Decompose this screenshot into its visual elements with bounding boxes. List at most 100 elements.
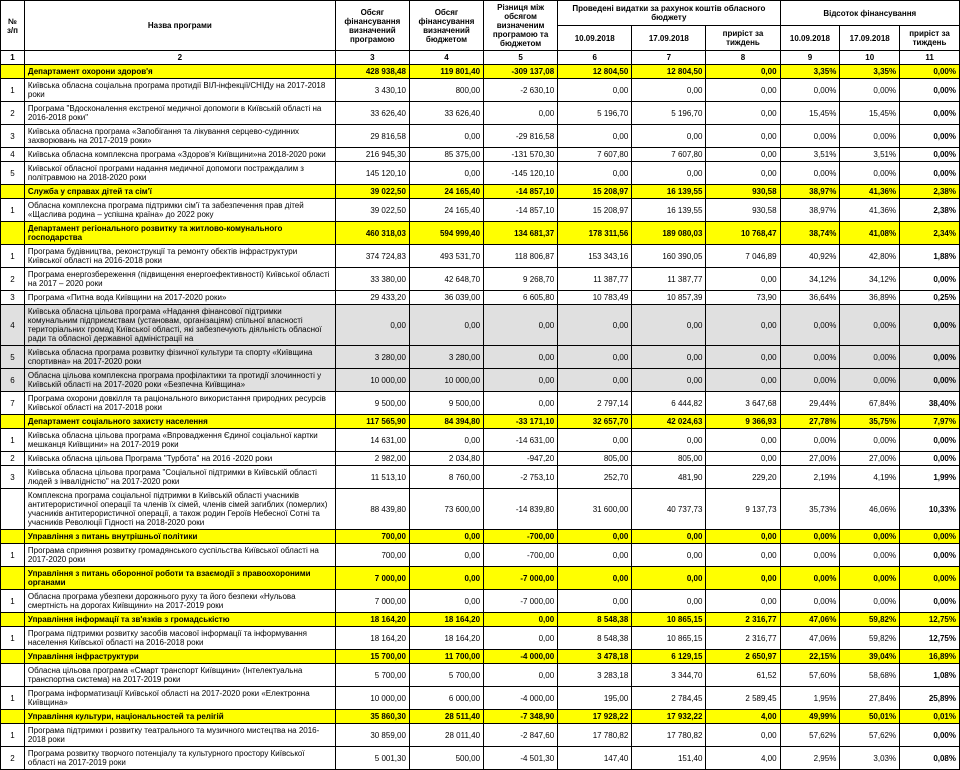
value-cell: 0,00% — [900, 724, 960, 747]
value-cell: 0,00 — [558, 79, 632, 102]
value-cell: 41,36% — [840, 185, 900, 199]
value-cell: 147,40 — [558, 747, 632, 770]
value-cell: 2 589,45 — [706, 687, 780, 710]
value-cell: 10 000,00 — [335, 369, 409, 392]
table-row: 3Київська обласна програма «Запобігання … — [1, 125, 960, 148]
value-cell: 9 500,00 — [409, 392, 483, 415]
value-cell: 0,00 — [558, 162, 632, 185]
value-cell: 11 387,77 — [558, 268, 632, 291]
table-row: 1Обласна комплексна програма підтримки с… — [1, 199, 960, 222]
value-cell: 0,00% — [900, 268, 960, 291]
program-name: Програма сприяння розвитку громадянськог… — [24, 544, 335, 567]
program-name: Управління з питань оборонної роботи та … — [24, 567, 335, 590]
value-cell: 28 011,40 — [409, 724, 483, 747]
value-cell: 0,00% — [780, 369, 840, 392]
hdr-d2: 17.09.2018 — [632, 26, 706, 51]
table-row: 6Обласна цільова комплексна програма про… — [1, 369, 960, 392]
value-cell: 24 165,40 — [409, 199, 483, 222]
row-num: 7 — [1, 392, 25, 415]
value-cell: 42 648,70 — [409, 268, 483, 291]
dept-row: Управління з питань оборонної роботи та … — [1, 567, 960, 590]
value-cell: 0,00 — [409, 544, 483, 567]
value-cell: 9 500,00 — [335, 392, 409, 415]
row-num — [1, 710, 25, 724]
table-row: 4Київська обласна комплексна програма «З… — [1, 148, 960, 162]
value-cell: 85 375,00 — [409, 148, 483, 162]
value-cell: 0,00 — [632, 567, 706, 590]
value-cell: 930,58 — [706, 185, 780, 199]
program-name: Київська обласна програма розвитку фізич… — [24, 346, 335, 369]
value-cell: 25,89% — [900, 687, 960, 710]
value-cell: 9 366,93 — [706, 415, 780, 429]
value-cell: 0,00 — [706, 65, 780, 79]
table-row: 5Київської обласної програми надання мед… — [1, 162, 960, 185]
program-name: Програма розвитку творчого потенціалу та… — [24, 747, 335, 770]
value-cell: 3,03% — [840, 747, 900, 770]
value-cell: 38,74% — [780, 222, 840, 245]
program-name: Обласна комплексна програма підтримки сі… — [24, 199, 335, 222]
row-num: 2 — [1, 452, 25, 466]
value-cell: 32 657,70 — [558, 415, 632, 429]
value-cell: 500,00 — [409, 747, 483, 770]
value-cell: -33 171,10 — [484, 415, 558, 429]
value-cell: 216 945,30 — [335, 148, 409, 162]
table-row: 1Програма підтримки розвитку засобів мас… — [1, 627, 960, 650]
table-body: Департамент охорони здоров'я428 938,4811… — [1, 65, 960, 770]
program-name: Програма "Вдосконалення екстреної медичн… — [24, 102, 335, 125]
value-cell: 700,00 — [335, 530, 409, 544]
value-cell: 15,45% — [780, 102, 840, 125]
value-cell: 18 164,20 — [335, 613, 409, 627]
value-cell: 0,00% — [840, 429, 900, 452]
value-cell: 0,00% — [900, 102, 960, 125]
value-cell: 0,08% — [900, 747, 960, 770]
value-cell: 2 650,97 — [706, 650, 780, 664]
value-cell: 0,00% — [780, 530, 840, 544]
value-cell: 6 605,80 — [484, 291, 558, 305]
value-cell: 11 700,00 — [409, 650, 483, 664]
value-cell: 0,00 — [409, 305, 483, 346]
program-name: Київська обласна комплексна програма «Зд… — [24, 148, 335, 162]
program-name: Київська обласна цільова програма «Впров… — [24, 429, 335, 452]
row-num: 1 — [1, 79, 25, 102]
value-cell: 16 139,55 — [632, 199, 706, 222]
value-cell: 10 865,15 — [632, 613, 706, 627]
value-cell: 12 804,50 — [632, 65, 706, 79]
value-cell: 2 797,14 — [558, 392, 632, 415]
value-cell: 73,90 — [706, 291, 780, 305]
value-cell: 0,00 — [706, 79, 780, 102]
row-num: 2 — [1, 268, 25, 291]
table-row: Обласна цільова програма «Смарт транспор… — [1, 664, 960, 687]
value-cell: 3 280,00 — [335, 346, 409, 369]
value-cell: 10 000,00 — [335, 687, 409, 710]
value-cell: 0,00% — [840, 369, 900, 392]
value-cell: 0,00 — [706, 346, 780, 369]
value-cell: 0,25% — [900, 291, 960, 305]
value-cell: 7 607,80 — [558, 148, 632, 162]
value-cell: -29 816,58 — [484, 125, 558, 148]
value-cell: -2 753,10 — [484, 466, 558, 489]
value-cell: 3 647,68 — [706, 392, 780, 415]
value-cell: 4,00 — [706, 747, 780, 770]
program-name: Київська обласна цільова Програма "Турбо… — [24, 452, 335, 466]
value-cell: 17 928,22 — [558, 710, 632, 724]
value-cell: 594 999,40 — [409, 222, 483, 245]
value-cell: 5 001,30 — [335, 747, 409, 770]
value-cell: 2 784,45 — [632, 687, 706, 710]
hdr-g1: приріст за тиждень — [706, 26, 780, 51]
value-cell: -7 000,00 — [484, 567, 558, 590]
hdr-prog-amt: Обсяг фінансування визначений програмою — [335, 1, 409, 51]
value-cell: -947,20 — [484, 452, 558, 466]
row-num: 3 — [1, 466, 25, 489]
value-cell: 17 932,22 — [632, 710, 706, 724]
value-cell: -700,00 — [484, 544, 558, 567]
value-cell: 0,00 — [706, 102, 780, 125]
value-cell: 49,99% — [780, 710, 840, 724]
row-num: 1 — [1, 429, 25, 452]
value-cell: 2 316,77 — [706, 613, 780, 627]
value-cell: 0,00 — [706, 268, 780, 291]
value-cell: 18 164,20 — [335, 627, 409, 650]
value-cell: 27,78% — [780, 415, 840, 429]
table-row: 3Програма «Питна вода Київщини на 2017-2… — [1, 291, 960, 305]
table-row: 5Київська обласна програма розвитку фізи… — [1, 346, 960, 369]
value-cell: 0,00 — [632, 79, 706, 102]
